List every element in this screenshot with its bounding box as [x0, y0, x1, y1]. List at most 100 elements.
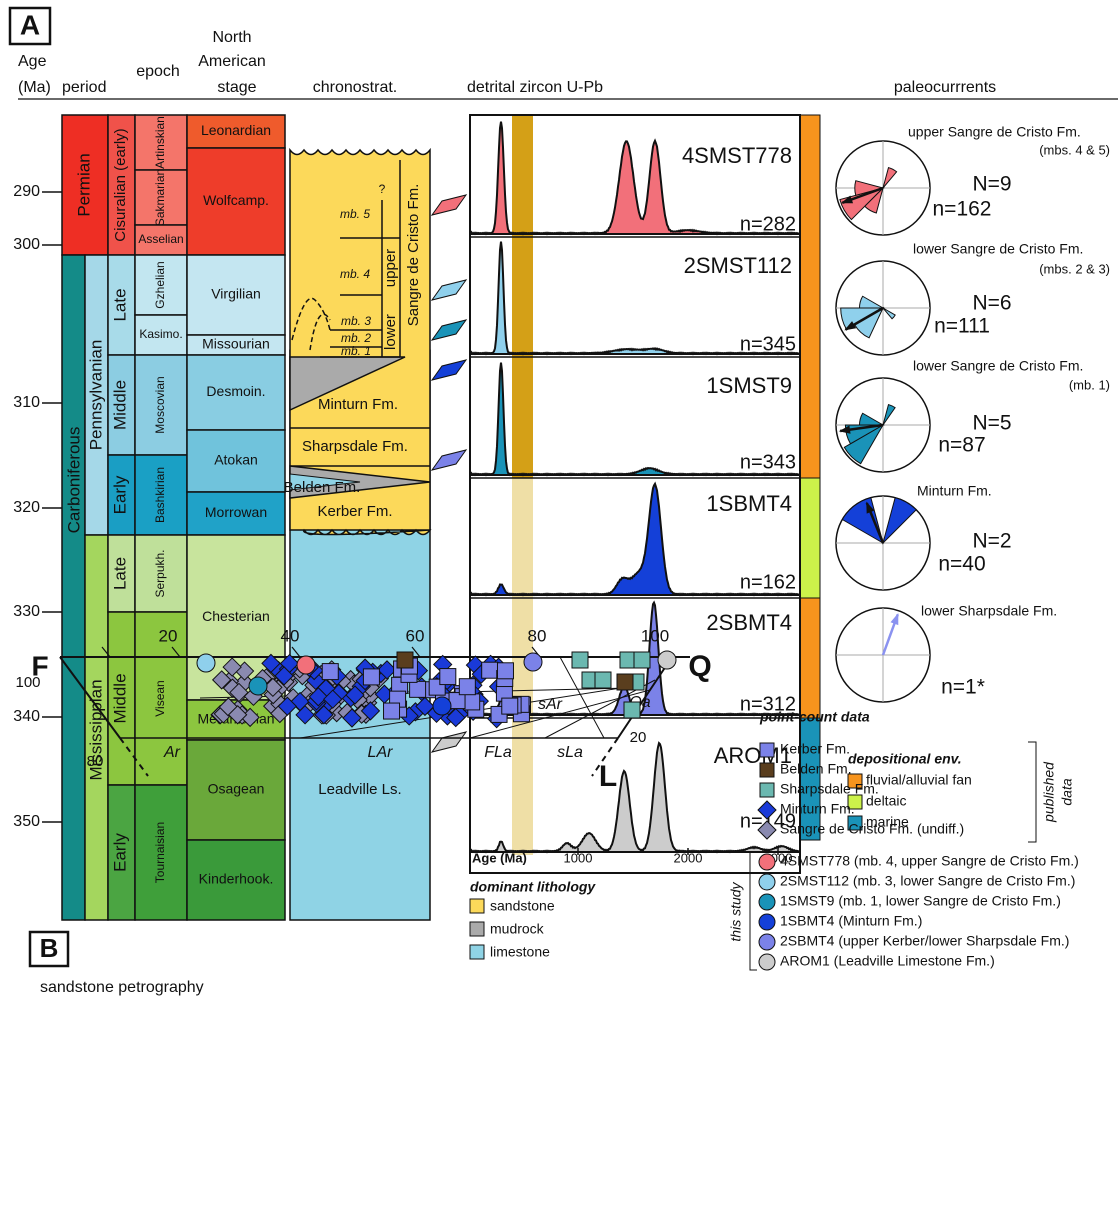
ternary-tick: [101, 646, 111, 658]
legend-label: 4SMST778 (mb. 4, upper Sangre de Cristo …: [780, 853, 1079, 869]
legend-label: Kerber Fm.: [780, 741, 850, 757]
header: chronostrat.: [313, 79, 397, 96]
rose-arrowhead: [866, 501, 875, 514]
header: American: [198, 53, 266, 70]
age-tick-label: 290: [13, 183, 40, 200]
point: [759, 782, 775, 798]
point: [594, 671, 612, 689]
member-label: mb. 3: [341, 314, 371, 328]
legend-label: 1SBMT4 (Minturn Fm.): [780, 913, 922, 929]
point: [759, 742, 775, 758]
ternary-tick: [411, 646, 421, 658]
age-tick-label: 300: [13, 236, 40, 253]
stage-label: Sakmarian: [153, 169, 167, 226]
field-label: sLa: [557, 744, 583, 761]
rose-arrowhead: [840, 195, 854, 204]
legend-swatch: [469, 944, 485, 960]
bracket-label: this study: [728, 881, 744, 941]
env-strip: [799, 477, 821, 599]
rose-petal: [882, 496, 917, 545]
triangle-edge: [119, 737, 149, 777]
member-dash: [291, 297, 331, 351]
rose-petal: [882, 307, 896, 320]
panel-label: A: [20, 9, 40, 40]
point: [296, 655, 316, 675]
ternary-tick-label: 60: [406, 626, 425, 645]
rose-arrowhead: [838, 425, 851, 434]
na-stage-label: Missourian: [202, 336, 270, 352]
vertex-label: L: [599, 760, 617, 793]
ternary-tick-label: 20: [159, 626, 178, 645]
field-line: [559, 656, 605, 739]
legend-symbol: [758, 873, 776, 891]
ternary-tick-label: 100: [641, 626, 669, 645]
field-label: Ar: [163, 744, 181, 761]
rose-petal: [843, 423, 885, 465]
panel-label: B: [40, 933, 59, 963]
point: [458, 678, 476, 696]
point: [396, 651, 414, 669]
member-label: mb. 2: [341, 331, 371, 345]
point: [759, 762, 775, 778]
point: [415, 696, 435, 717]
na-stage-label: Atokan: [214, 452, 258, 468]
member-label: mb. 1: [341, 344, 371, 358]
na-stage-label: Wolfcamp.: [203, 192, 269, 208]
point: [360, 701, 381, 721]
point: [523, 652, 543, 672]
legend-swatch: [847, 773, 863, 789]
epoch-label: Middle: [110, 380, 129, 430]
point: [321, 663, 339, 681]
sample-count: n=345: [740, 333, 796, 355]
point: [496, 662, 514, 680]
triangle-edge: [591, 737, 619, 777]
bracket-label: data: [1059, 778, 1075, 805]
na-stage-label: Morrowan: [205, 504, 267, 520]
point: [481, 661, 499, 679]
rose-arrowhead: [890, 612, 899, 626]
sample-count: n=343: [740, 451, 796, 473]
sample-name: 4SMST778: [682, 143, 792, 168]
sample-name: AROM1: [714, 743, 792, 768]
age-spectrum: [471, 241, 799, 356]
paleocurrent-n: n=87: [938, 434, 985, 457]
age-tick-label: 330: [13, 603, 40, 620]
panel-label-box: [8, 6, 52, 46]
x-tick-label: 2000: [674, 850, 703, 865]
legend-label: limestone: [490, 944, 550, 960]
header: period: [62, 79, 106, 96]
na-stage-label: Osagean: [208, 781, 265, 797]
paleocurrent-n: n=40: [938, 553, 985, 576]
point: [248, 676, 268, 696]
stage-label: Gzhelian: [153, 261, 167, 308]
point: [196, 653, 216, 673]
point: [757, 800, 777, 820]
point: [342, 708, 362, 728]
paleocurrent-label: lower Sangre de Cristo Fm.: [913, 358, 1083, 374]
sample-count: n=162: [740, 571, 796, 593]
point: [345, 685, 365, 705]
triangle-edge: [617, 656, 673, 739]
na-stage-label: Desmoin.: [206, 383, 265, 399]
env-strip: [799, 597, 821, 719]
point: [377, 660, 397, 680]
rose-petal: [858, 412, 885, 426]
paleocurrent-N: N=5: [972, 412, 1011, 435]
point: [571, 651, 589, 669]
point: [463, 693, 481, 711]
epoch-box: [107, 114, 136, 256]
age-spectrum: [471, 362, 799, 477]
chrono-label: lower: [382, 314, 399, 350]
formation-label: Sharpsdale Fm.: [302, 438, 408, 455]
age-tick-label: 310: [13, 394, 40, 411]
vertex-label: F: [31, 650, 48, 681]
legend-title: dominant lithology: [470, 879, 596, 895]
point: [274, 666, 294, 686]
legend-symbol: [758, 953, 776, 971]
field-label: sAr: [538, 696, 563, 713]
paleocurrent-sub: (mb. 1): [1069, 377, 1110, 392]
period-label: Carboniferous: [64, 427, 83, 534]
epoch-label: Middle: [110, 673, 129, 723]
epoch-label: Early: [110, 833, 129, 872]
point: [633, 651, 651, 669]
